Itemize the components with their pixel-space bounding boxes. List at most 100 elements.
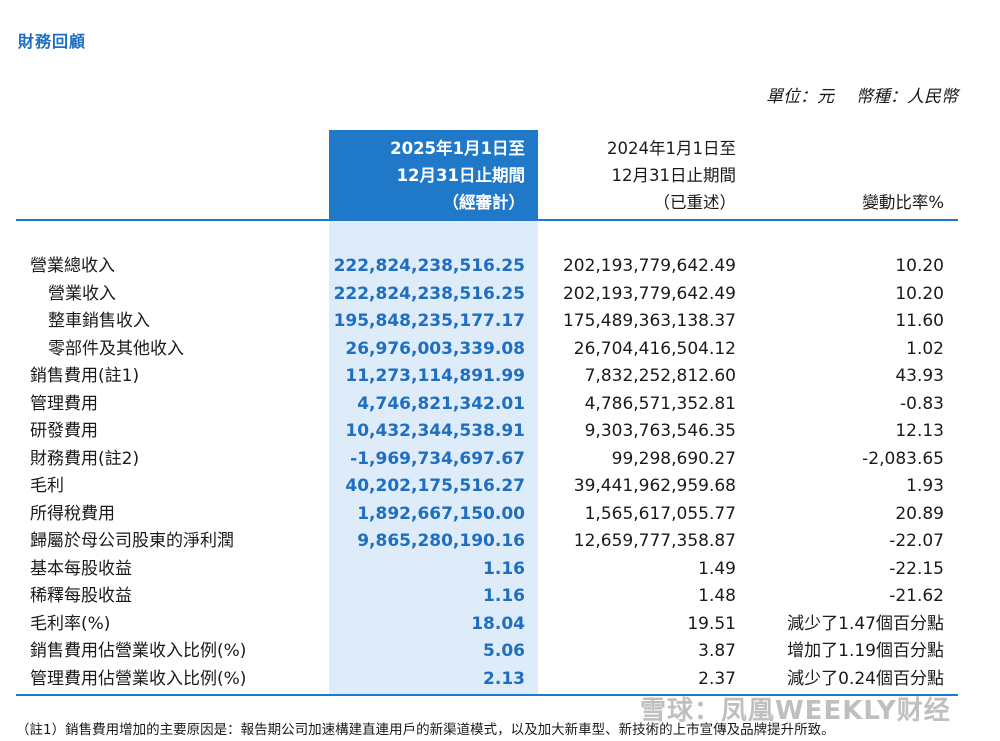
current-period-value: 11,273,114,891.99 xyxy=(345,366,525,386)
footnote: （註1）銷售費用增加的主要原因是：報告期公司加速構建直連用戶的新渠道模式，以及加… xyxy=(16,722,835,738)
current-period-value: 1.16 xyxy=(483,586,525,606)
section-title: 財務回顧 xyxy=(18,32,87,51)
row-label: 零部件及其他收入 xyxy=(48,338,184,359)
row-label: 毛利 xyxy=(30,476,64,496)
prior-period-value: 2.37 xyxy=(698,668,736,689)
change-value: 11.60 xyxy=(895,311,944,331)
table-row: 毛利率(%) 18.04 19.51 減少了1.47個百分點 xyxy=(0,611,1000,639)
row-label: 整車銷售收入 xyxy=(48,311,150,331)
change-value: -22.15 xyxy=(889,558,944,579)
current-period-value: 195,848,235,177.17 xyxy=(333,311,525,331)
prior-period-header-line: 12月31日止期間 xyxy=(611,166,737,185)
current-period-value: 2.13 xyxy=(483,668,525,689)
row-label: 歸屬於母公司股東的淨利潤 xyxy=(30,531,234,551)
change-value: -21.62 xyxy=(889,586,944,606)
current-period-header-background xyxy=(329,130,538,221)
prior-period-value: 1.48 xyxy=(698,586,736,606)
current-period-value: 10,432,344,538.91 xyxy=(345,421,525,441)
table-row: 所得稅費用 1,892,667,150.00 1,565,617,055.77 20.… xyxy=(0,501,1000,529)
current-period-header-line: （經審計） xyxy=(442,193,526,212)
row-label: 管理費用佔營業收入比例(%) xyxy=(30,668,247,689)
prior-period-value: 39,441,962,959.68 xyxy=(573,476,736,496)
current-period-column-background xyxy=(329,221,538,695)
current-period-value: 40,202,175,516.27 xyxy=(345,476,525,496)
table-row: 管理費用佔營業收入比例(%) 2.13 2.37 減少了0.24個百分點 xyxy=(0,666,1000,694)
current-period-value: 222,824,238,516.25 xyxy=(333,283,525,304)
change-value: 1.02 xyxy=(906,338,944,359)
change-value: 12.13 xyxy=(895,421,944,441)
change-value: 43.93 xyxy=(895,366,944,386)
table-row: 稀釋每股收益 1.16 1.48 -21.62 xyxy=(0,583,1000,611)
table-row: 歸屬於母公司股東的淨利潤 9,865,280,190.16 12,659,777,3… xyxy=(0,528,1000,556)
change-value: -0.83 xyxy=(900,393,944,414)
current-period-value: 1.16 xyxy=(483,558,525,579)
prior-period-value: 19.51 xyxy=(687,613,736,634)
table-row: 研發費用 10,432,344,538.91 9,303,763,546.35 12.… xyxy=(0,418,1000,446)
current-period-header: 2025年1月1日至 12月31日止期間 （經審計） xyxy=(329,135,525,216)
prior-period-value: 99,298,690.27 xyxy=(611,448,736,469)
current-period-value: 4,746,821,342.01 xyxy=(357,393,525,414)
row-label: 稀釋每股收益 xyxy=(30,586,132,606)
change-header: 變動比率% xyxy=(862,193,944,212)
prior-period-value: 4,786,571,352.81 xyxy=(584,393,736,414)
row-label: 基本每股收益 xyxy=(30,558,132,579)
current-period-value: 18.04 xyxy=(471,613,525,634)
financial-table-body: 營業總收入 222,824,238,516.25 202,193,779,642.4… xyxy=(0,253,1000,693)
prior-period-value: 202,193,779,642.49 xyxy=(562,256,736,276)
change-value: 1.93 xyxy=(906,476,944,496)
prior-period-value: 1.49 xyxy=(698,558,736,579)
table-row: 管理費用 4,746,821,342.01 4,786,571,352.81 -0.8… xyxy=(0,391,1000,419)
current-period-header-line: 2025年1月1日至 xyxy=(390,139,525,158)
row-label: 毛利率(%) xyxy=(30,613,111,634)
prior-period-value: 7,832,252,812.60 xyxy=(584,366,736,386)
current-period-value: 222,824,238,516.25 xyxy=(333,256,525,276)
prior-period-value: 175,489,363,138.37 xyxy=(562,311,736,331)
table-row: 銷售費用佔營業收入比例(%) 5.06 3.87 增加了1.19個百分點 xyxy=(0,638,1000,666)
row-label: 管理費用 xyxy=(30,393,98,414)
row-label: 營業收入 xyxy=(48,283,116,304)
prior-period-header: 2024年1月1日至 12月31日止期間 （已重述） xyxy=(540,135,736,216)
table-row: 毛利 40,202,175,516.27 39,441,962,959.68 1.93 xyxy=(0,473,1000,501)
table-row: 營業收入 222,824,238,516.25 202,193,779,642.49… xyxy=(0,281,1000,309)
change-value: -2,083.65 xyxy=(862,448,944,469)
row-label: 所得稅費用 xyxy=(30,503,115,524)
unit-line: 單位：元 幣種：人民幣 xyxy=(766,82,958,107)
table-row: 基本每股收益 1.16 1.49 -22.15 xyxy=(0,556,1000,584)
table-bottom-rule xyxy=(16,694,958,696)
change-value: 20.89 xyxy=(895,503,944,524)
prior-period-value: 202,193,779,642.49 xyxy=(562,283,736,304)
prior-period-header-line: （已重述） xyxy=(653,193,737,212)
prior-period-value: 26,704,416,504.12 xyxy=(573,338,736,359)
prior-period-value: 12,659,777,358.87 xyxy=(573,531,736,551)
current-period-header-line: 12月31日止期間 xyxy=(396,166,525,185)
row-label: 銷售費用(註1) xyxy=(30,366,140,386)
change-value: 減少了0.24個百分點 xyxy=(787,668,944,689)
change-value: 10.20 xyxy=(895,283,944,304)
row-label: 銷售費用佔營業收入比例(%) xyxy=(30,641,247,661)
current-period-value: -1,969,734,697.67 xyxy=(350,448,525,469)
prior-period-value: 3.87 xyxy=(698,641,736,661)
row-label: 營業總收入 xyxy=(30,256,115,276)
table-row: 整車銷售收入 195,848,235,177.17 175,489,363,138.… xyxy=(0,308,1000,336)
prior-period-value: 9,303,763,546.35 xyxy=(584,421,736,441)
current-period-value: 9,865,280,190.16 xyxy=(357,531,525,551)
table-row: 財務費用(註2) -1,969,734,697.67 99,298,690.27 -2… xyxy=(0,446,1000,474)
table-row: 零部件及其他收入 26,976,003,339.08 26,704,416,504.… xyxy=(0,336,1000,364)
table-row: 銷售費用(註1) 11,273,114,891.99 7,832,252,812.6… xyxy=(0,363,1000,391)
watermark: 雪球：凤凰WEEKLY财经 xyxy=(640,696,951,726)
unit-label: 單位：元 xyxy=(766,87,834,107)
change-value: 增加了1.19個百分點 xyxy=(787,641,944,661)
table-top-rule xyxy=(16,219,958,221)
row-label: 財務費用(註2) xyxy=(30,448,140,469)
prior-period-header-line: 2024年1月1日至 xyxy=(607,139,736,158)
current-period-value: 1,892,667,150.00 xyxy=(357,503,525,524)
current-period-value: 5.06 xyxy=(483,641,525,661)
change-value: 減少了1.47個百分點 xyxy=(787,613,944,634)
change-value: -22.07 xyxy=(889,531,944,551)
row-label: 研發費用 xyxy=(30,421,98,441)
current-period-value: 26,976,003,339.08 xyxy=(345,338,525,359)
currency-label: 幣種：人民幣 xyxy=(856,87,958,107)
prior-period-value: 1,565,617,055.77 xyxy=(584,503,736,524)
table-row: 營業總收入 222,824,238,516.25 202,193,779,642.4… xyxy=(0,253,1000,281)
